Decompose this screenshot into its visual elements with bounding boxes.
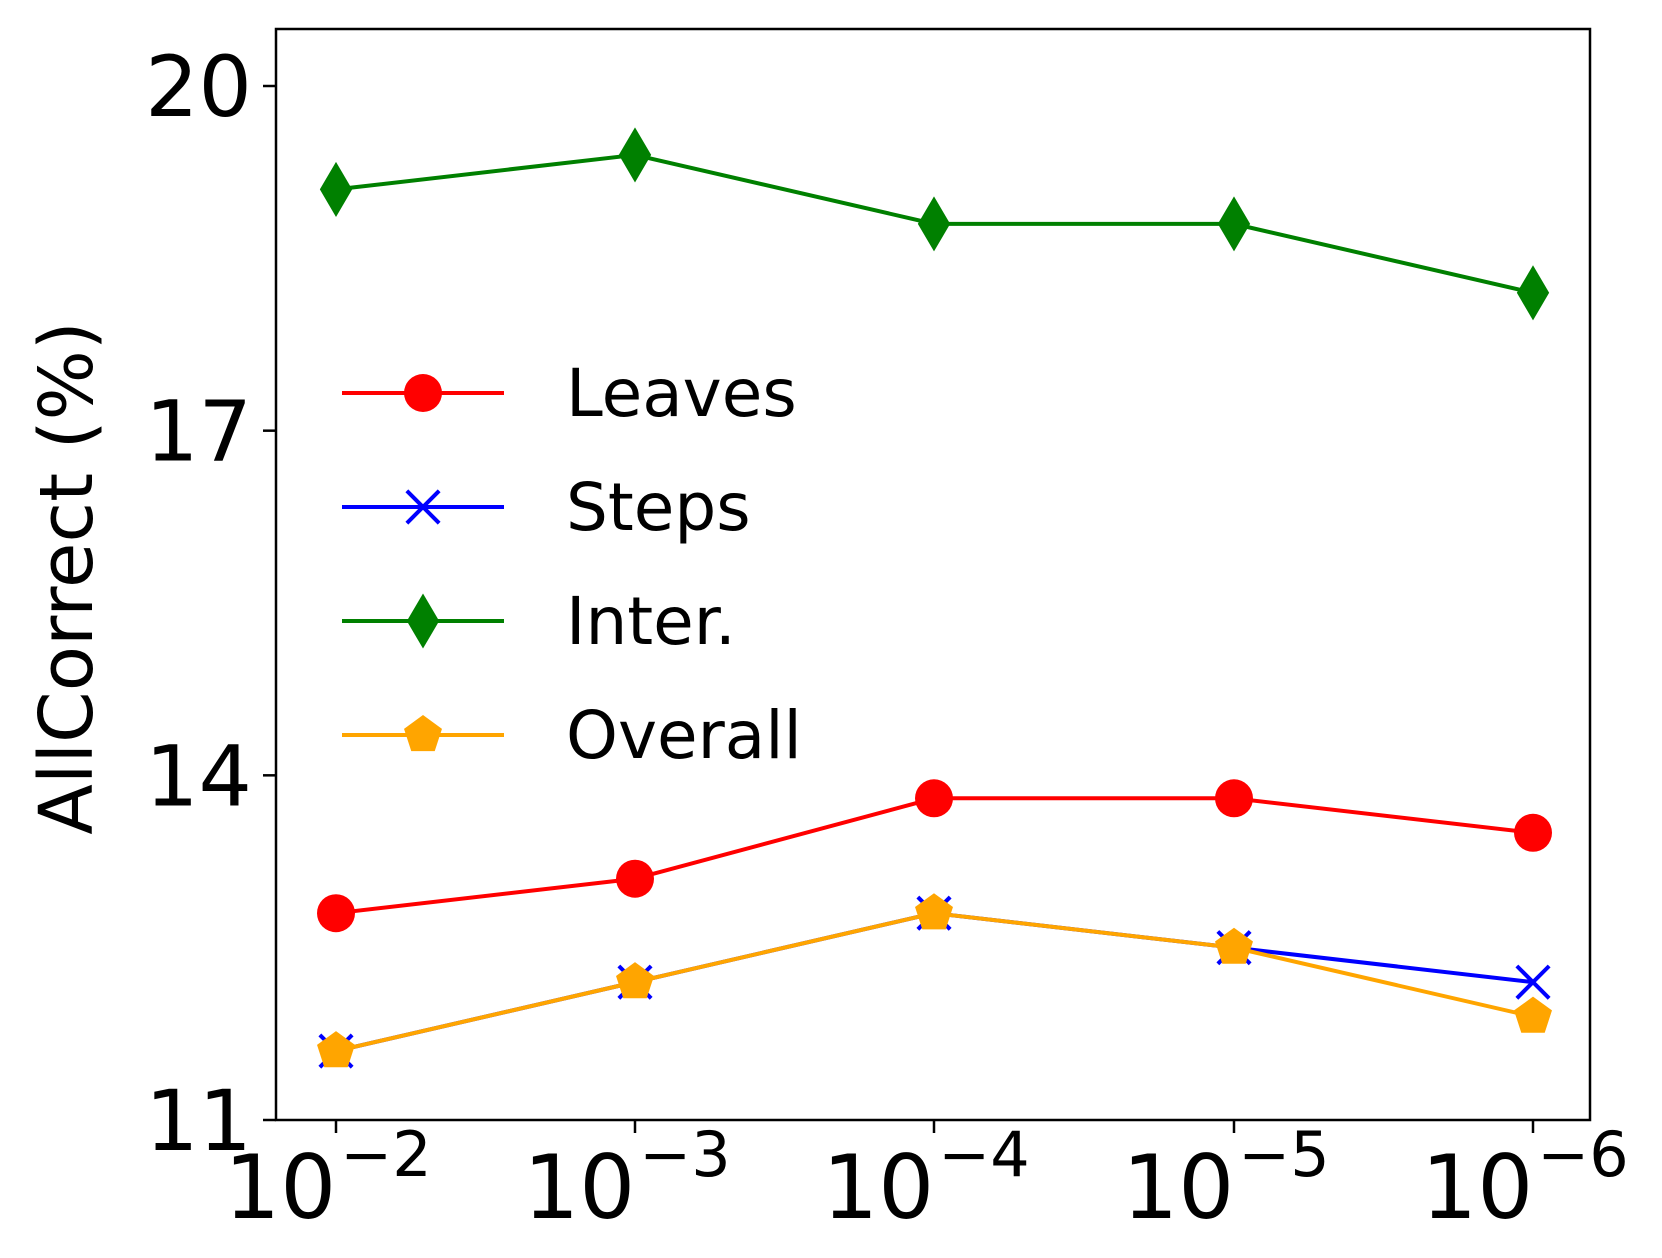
- legend-label-inter: Inter.: [566, 583, 736, 660]
- legend-label-steps: Steps: [566, 469, 751, 546]
- y-tick-label: 20: [145, 38, 252, 136]
- data-point-leaves: [1514, 813, 1552, 852]
- data-point-steps: [1515, 964, 1551, 1000]
- data-point-overall: [616, 962, 654, 999]
- series-line-steps: [335, 911, 1534, 1054]
- data-point-inter: [618, 127, 652, 183]
- legend-label-overall: Overall: [566, 697, 802, 774]
- legend-item-overall: Overall: [342, 697, 802, 774]
- y-tick-label: 17: [145, 383, 252, 481]
- x-tick-label: 10−4: [822, 1118, 1029, 1239]
- series-line-overall: [335, 911, 1534, 1054]
- data-point-leaves: [1215, 779, 1253, 818]
- y-axis-title: AllCorrect (%): [24, 321, 110, 834]
- legend-marker-steps: [405, 489, 441, 525]
- data-point-inter: [319, 161, 353, 217]
- data-point-overall: [1215, 927, 1253, 964]
- data-point-inter: [1217, 196, 1251, 252]
- data-point-inter: [917, 196, 951, 252]
- data-point-leaves: [915, 779, 953, 818]
- data-point-overall: [317, 1031, 355, 1068]
- legend-item-leaves: Leaves: [342, 355, 797, 432]
- axes: 11 14 17 20 10−2 10−3 10−4 10−5 10−6: [145, 27, 1629, 1239]
- x-tick-label: 10−5: [1122, 1118, 1329, 1239]
- data-point-leaves: [616, 859, 654, 898]
- legend-marker-leaves: [404, 374, 442, 412]
- legend-marker-inter: [406, 593, 440, 649]
- legend: Leaves Steps Inter. Overall: [342, 355, 802, 774]
- data-point-leaves: [317, 894, 355, 933]
- legend-label-leaves: Leaves: [566, 355, 797, 432]
- data-point-overall: [1514, 996, 1552, 1033]
- y-tick-label: 14: [145, 727, 252, 825]
- legend-item-steps: Steps: [342, 469, 751, 546]
- x-tick-label: 10−6: [1421, 1118, 1628, 1239]
- x-tick-label: 10−2: [224, 1118, 431, 1239]
- series-markers: [317, 127, 1552, 1069]
- y-tick-label: 11: [145, 1072, 252, 1170]
- data-point-overall: [915, 893, 953, 930]
- plot-frame: [274, 27, 1592, 1122]
- data-point-inter: [1516, 265, 1550, 321]
- legend-item-inter: Inter.: [342, 583, 736, 660]
- legend-marker-overall: [404, 715, 442, 752]
- x-tick-label: 10−3: [523, 1118, 730, 1239]
